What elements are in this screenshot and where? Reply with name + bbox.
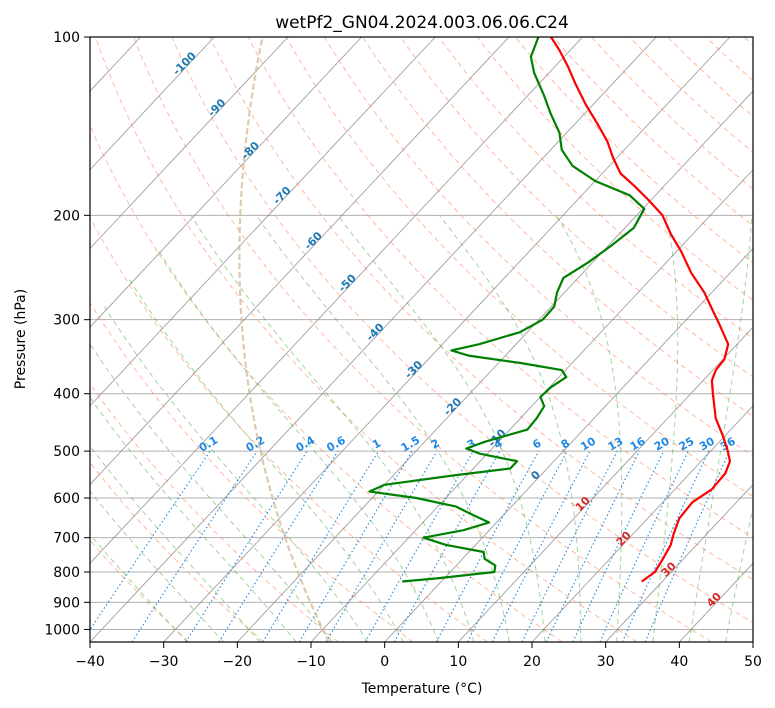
x-tick-label: −10 [296,654,326,670]
plot-frame [89,36,754,643]
mixing-ratio-line [185,450,308,642]
mixing-ratio-line [521,450,618,642]
mixing-ratio-line [262,450,379,642]
y-tick-label: 700 [53,531,80,547]
plot-area: 0.1 0.2 0.4 0.6 1 1.5 2 3 4 6 8 10 13 16 20 25 30 36-100-… [0,37,753,642]
mixing-ratio-line [644,450,731,642]
y-axis-title: Pressure (hPa) [13,289,29,389]
isotherm-line [0,37,67,642]
dry-adiabat [90,461,264,642]
moist-adiabat [438,214,582,642]
isotherm-line [90,37,583,564]
isotherm-line [458,326,753,642]
x-tick-label: 50 [744,654,762,670]
dry-adiabat [362,37,753,417]
moist-adiabat [652,215,679,642]
dry-adiabat [285,37,753,497]
moist-adiabat [103,306,369,642]
isotherm-line [531,405,753,642]
moist-adiabat [255,215,510,642]
moist-adiabat [556,215,623,642]
isotherm-line [90,37,215,171]
isotherm-line [605,483,753,642]
isotherm-line [90,37,289,250]
y-tick-label: 200 [53,208,80,224]
moist-adiabat [337,215,546,642]
mixing-ratio-line [131,450,258,642]
isotherm-line [90,37,436,407]
boundary-curve [238,37,330,642]
dewpoint-profile [368,37,646,583]
dry-adiabat [133,37,712,642]
x-tick-label: 0 [380,654,389,670]
dry-adiabat [209,37,753,581]
x-tick-label: 30 [597,654,615,670]
dry-adiabat [400,37,753,378]
temperature-profile [549,37,732,583]
x-tick-label: 40 [670,654,688,670]
y-tick-label: 600 [53,491,80,507]
x-tick-label: 20 [523,654,541,670]
moist-adiabat [688,215,753,642]
chart-title: wetPf2_GN04.2024.003.06.06.C24 [275,13,569,33]
dry-adiabat [171,37,753,624]
mixing-ratio-line [435,450,540,642]
moist-adiabat [90,396,297,642]
moist-adiabat [90,342,333,642]
mixing-ratio-line [393,450,501,642]
moist-adiabat [190,215,475,642]
x-axis-title: Temperature (°C) [361,681,483,697]
x-tick-label: −40 [75,654,105,670]
isotherm-line [752,641,753,642]
mixing-ratio-line [621,450,710,642]
moist-adiabat [127,277,404,642]
mixing-ratio-line [90,450,211,631]
y-tick-label: 1000 [44,622,80,638]
isotherm-line [90,37,362,328]
x-tick-label: 10 [449,654,467,670]
x-tick-label: −30 [149,654,179,670]
y-tick-label: 100 [53,30,80,46]
isotherm-line [384,247,753,642]
dry-adiabat [90,301,414,642]
dry-adiabat [247,37,753,539]
y-tick-label: 500 [53,444,80,460]
dry-adiabat [323,37,753,457]
moist-adiabat [90,490,225,642]
plot-background [90,37,753,642]
moist-adiabat [90,445,261,642]
isotherm-line [90,37,510,486]
x-tick-label: −20 [223,654,253,670]
isotherm-line [237,90,753,642]
y-tick-label: 400 [53,387,80,403]
mixing-ratio-line [364,450,474,642]
y-tick-label: 900 [53,595,80,611]
moist-adiabat [90,533,188,642]
isotherm-line [90,37,657,642]
dry-adiabat [90,124,563,642]
y-tick-label: 300 [53,313,80,329]
isotherm-line [163,37,731,642]
y-tick-label: 800 [53,565,80,581]
